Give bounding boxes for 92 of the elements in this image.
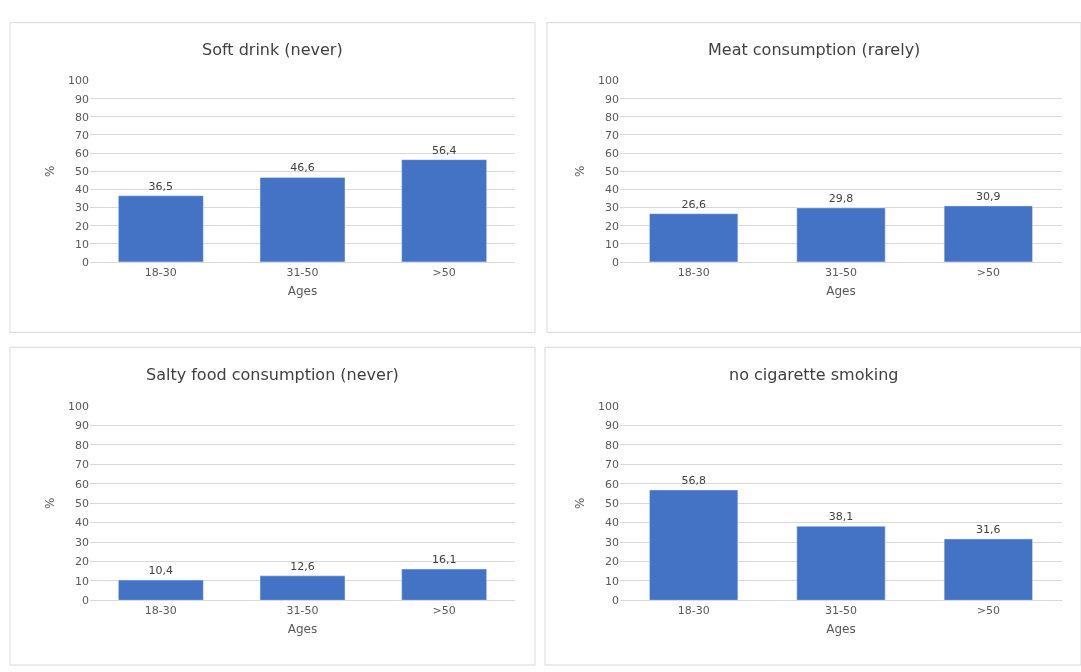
y-tick-label: 90 bbox=[605, 92, 619, 106]
y-tick-label: 50 bbox=[605, 165, 619, 179]
y-tick-label: 90 bbox=[75, 92, 89, 106]
y-tick-label: 80 bbox=[75, 110, 89, 124]
y-tick-label: 10 bbox=[605, 237, 619, 251]
bar bbox=[118, 195, 204, 262]
y-tick-label: 0 bbox=[82, 255, 89, 269]
y-tick-label: 20 bbox=[605, 555, 619, 569]
y-tick-label: 70 bbox=[605, 458, 619, 472]
y-tick-label: 90 bbox=[75, 419, 89, 433]
y-tick-label: 40 bbox=[605, 516, 619, 530]
y-tick-label: 40 bbox=[75, 183, 89, 197]
y-tick-label: 80 bbox=[605, 438, 619, 452]
y-tick-label: 0 bbox=[612, 255, 619, 269]
bar bbox=[401, 159, 487, 262]
data-label: 10,4 bbox=[148, 564, 174, 578]
y-tick-label: 70 bbox=[605, 128, 619, 142]
x-tick-label: >50 bbox=[432, 266, 456, 280]
y-tick-label: 10 bbox=[75, 574, 89, 588]
y-axis-title: % bbox=[43, 165, 58, 177]
data-label: 30,9 bbox=[976, 189, 1001, 203]
x-tick-label: 18-30 bbox=[144, 266, 177, 280]
y-tick-label: 10 bbox=[605, 574, 619, 588]
y-tick-label: 100 bbox=[68, 74, 89, 88]
data-label: 38,1 bbox=[828, 510, 854, 524]
y-tick-label: 80 bbox=[75, 438, 89, 452]
y-tick-label: 60 bbox=[75, 477, 89, 491]
y-axis-title: % bbox=[43, 497, 58, 509]
x-tick-label: >50 bbox=[976, 266, 1000, 280]
x-axis-title: Ages bbox=[826, 284, 856, 299]
y-tick-label: 60 bbox=[75, 146, 89, 160]
bar bbox=[943, 538, 1033, 601]
x-tick-label: 18-30 bbox=[677, 266, 710, 280]
y-tick-label: 0 bbox=[82, 594, 89, 608]
data-label: 56,8 bbox=[681, 473, 706, 487]
bar bbox=[259, 177, 346, 262]
y-tick-label: 50 bbox=[75, 165, 89, 179]
y-tick-label: 40 bbox=[605, 183, 619, 197]
bar bbox=[796, 207, 886, 262]
y-tick-label: 30 bbox=[75, 535, 89, 549]
x-tick-label: 31-50 bbox=[825, 604, 857, 618]
y-tick-label: 50 bbox=[605, 497, 619, 511]
bar bbox=[649, 489, 739, 601]
y-tick-label: 100 bbox=[598, 74, 619, 88]
data-label: 46,6 bbox=[290, 161, 315, 175]
bar bbox=[649, 213, 739, 262]
y-tick-label: 70 bbox=[75, 128, 89, 142]
bar bbox=[401, 568, 487, 601]
y-tick-label: 20 bbox=[605, 219, 619, 233]
y-tick-label: 20 bbox=[75, 555, 89, 569]
x-tick-label: 18-30 bbox=[144, 604, 177, 618]
y-tick-label: 100 bbox=[68, 399, 89, 413]
data-label: 16,1 bbox=[431, 553, 457, 567]
x-axis-title: Ages bbox=[826, 622, 856, 637]
x-tick-label: >50 bbox=[432, 604, 456, 618]
y-tick-label: 40 bbox=[75, 516, 89, 530]
x-tick-label: >50 bbox=[976, 604, 1000, 618]
bar bbox=[796, 526, 886, 601]
data-label: 12,6 bbox=[290, 559, 315, 573]
chart-title: Meat consumption (rarely) bbox=[708, 40, 921, 59]
x-tick-label: 31-50 bbox=[825, 266, 857, 280]
x-axis-title: Ages bbox=[287, 284, 318, 299]
data-label: 36,5 bbox=[148, 179, 174, 193]
bar bbox=[118, 579, 204, 601]
y-tick-label: 0 bbox=[612, 594, 619, 608]
chart-title: Soft drink (never) bbox=[202, 40, 343, 59]
x-tick-label: 18-30 bbox=[677, 604, 710, 618]
data-label: 56,4 bbox=[431, 143, 457, 157]
y-tick-label: 50 bbox=[75, 497, 89, 511]
y-tick-label: 90 bbox=[605, 419, 619, 433]
chart-title: Salty food consumption (never) bbox=[146, 365, 399, 384]
y-axis-title: % bbox=[573, 165, 588, 177]
y-tick-label: 80 bbox=[605, 110, 619, 124]
chart-title: no cigarette smoking bbox=[729, 365, 899, 384]
data-label: 31,6 bbox=[976, 522, 1001, 536]
y-tick-label: 70 bbox=[75, 458, 89, 472]
y-tick-label: 10 bbox=[75, 237, 89, 251]
bar bbox=[943, 205, 1033, 262]
x-tick-label: 31-50 bbox=[286, 266, 319, 280]
data-label: 29,8 bbox=[828, 191, 854, 205]
y-tick-label: 20 bbox=[75, 219, 89, 233]
y-tick-label: 100 bbox=[598, 399, 619, 413]
y-tick-label: 30 bbox=[605, 201, 619, 215]
x-axis-title: Ages bbox=[287, 622, 318, 637]
y-tick-label: 30 bbox=[605, 535, 619, 549]
y-tick-label: 30 bbox=[75, 201, 89, 215]
y-axis-title: % bbox=[573, 497, 588, 509]
data-label: 26,6 bbox=[681, 197, 706, 211]
y-tick-label: 60 bbox=[605, 146, 619, 160]
y-tick-label: 60 bbox=[605, 477, 619, 491]
x-tick-label: 31-50 bbox=[286, 604, 319, 618]
bar bbox=[259, 575, 346, 601]
